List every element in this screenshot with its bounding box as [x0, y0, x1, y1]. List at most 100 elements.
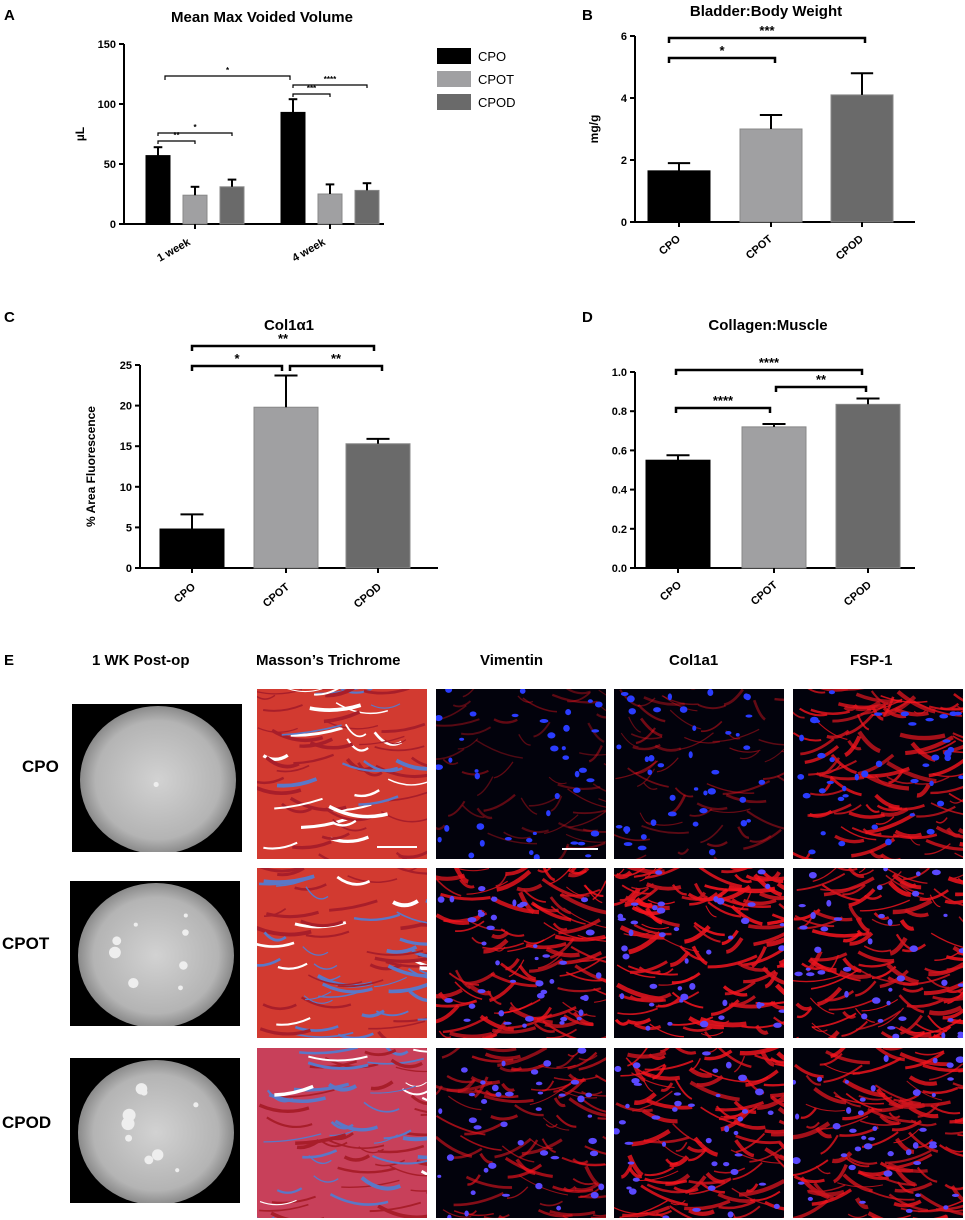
bar-cpo-1-week [145, 155, 171, 225]
bar-cpod [345, 443, 411, 569]
row-label-cpot: CPOT [2, 934, 50, 953]
chart-mean-max-voided-volume: Mean Max Voided Volume 0 50 100 150 µL 1 week 4… [73, 9, 516, 265]
sig-bracket-cpo-cpot-label: * [719, 43, 725, 58]
sig-bracket-cpo-cpot-label: * [234, 351, 240, 366]
legend-swatch-cpo [437, 48, 471, 64]
vimentin-micrograph-cpo [436, 689, 606, 859]
y-tick-label: 10 [120, 482, 132, 494]
y-tick-label: 0 [621, 217, 627, 229]
y-axis-label: mg/g [587, 115, 601, 144]
bar-cpod-1-week [219, 186, 245, 225]
sig-bracket-cpo-cpod-label: **** [759, 355, 780, 370]
x-tick-label: CPO [172, 581, 198, 606]
bar-cpo [159, 528, 225, 569]
y-tick-label: 2 [621, 155, 627, 167]
sig-bracket-1w-cpo-cpod-label: * [193, 123, 197, 132]
x-tick-label: CPOT [261, 581, 292, 610]
x-tick-label: CPOT [749, 579, 780, 608]
x-tick-label: CPOD [842, 579, 874, 609]
row-label-cpod: CPOD [2, 1113, 52, 1132]
panel-letter-a: A [4, 7, 15, 24]
chart-collagen-muscle: Collagen:Muscle 0.0 0.2 0.4 0.6 0.8 1.0 CPO CPOT… [612, 317, 915, 609]
panel-letter-e: E [4, 652, 15, 669]
trichrome-micrograph-cpod [257, 1048, 427, 1218]
y-axis-label: % Area Fluorescence [84, 406, 98, 527]
panel-letter-c: C [4, 309, 15, 326]
sig-bracket-4w-cpo-cpod-label: **** [324, 75, 337, 84]
y-tick-label: 20 [120, 401, 132, 413]
trichrome-micrograph-cpo [257, 689, 427, 859]
x-tick-label: CPOD [352, 581, 384, 611]
row-label-cpo: CPO [22, 757, 59, 776]
figure-annotations: A B C D [4, 7, 593, 326]
sig-bracket-cpo-cpod-label: ** [278, 331, 289, 346]
sig-bracket-1w-cpo-cpod [157, 132, 233, 136]
y-tick-label: 1.0 [612, 367, 627, 379]
header-massons-trichrome: Masson’s Trichrome [256, 652, 401, 669]
sig-bracket-cpo-1w-4w-label: * [226, 66, 230, 75]
sig-bracket-cpo-cpod-label: *** [759, 23, 775, 38]
fsp1-micrograph-cpod [793, 1048, 963, 1218]
panel-letter-b: B [582, 7, 593, 24]
y-tick-label: 50 [104, 159, 116, 171]
legend-label-cpod: CPOD [478, 95, 516, 110]
y-tick-label: 5 [126, 522, 132, 534]
y-tick-label: 25 [120, 360, 132, 372]
y-tick-label: 15 [120, 441, 132, 453]
y-tick-label: 150 [98, 39, 116, 51]
legend-swatch-cpot [437, 71, 471, 87]
col1a1-micrograph-cpod [614, 1048, 784, 1218]
bladder-photo-cpo [72, 704, 242, 852]
y-tick-label: 0.8 [612, 406, 627, 418]
bar-cpo-4-week [280, 111, 306, 225]
header-fsp1: FSP-1 [850, 652, 893, 669]
bar-cpo [647, 170, 711, 223]
sig-bracket-cpo-cpot-label: **** [713, 393, 734, 408]
x-tick-label: CPOT [744, 233, 775, 262]
chart-title: Collagen:Muscle [708, 317, 827, 334]
x-tick-label: CPOD [834, 233, 866, 263]
sig-bracket-4w-cpo-cpot-label: *** [307, 84, 317, 93]
vimentin-micrograph-cpot [436, 868, 606, 1038]
y-tick-label: 0.0 [612, 563, 627, 575]
y-tick-label: 0 [110, 219, 116, 231]
x-tick-label: 4 week [290, 236, 328, 265]
bar-cpot-4-week [317, 193, 343, 225]
sig-bracket-1w-cpo-cpot [157, 140, 196, 144]
x-tick-label: 1 week [155, 236, 193, 265]
bar-cpod-4-week [354, 189, 380, 225]
bladder-photo-cpot [70, 881, 240, 1026]
sig-bracket-cpot-cpod [774, 385, 868, 392]
chart-title: Bladder:Body Weight [690, 3, 842, 20]
chart-col1a1: Col1α1 0 5 10 15 20 25 % Area Fluorescence CPO CP… [84, 317, 438, 611]
bar-cpod [830, 94, 894, 223]
legend-swatch-cpod [437, 94, 471, 110]
sig-bracket-cpot-cpod-label: ** [331, 351, 342, 366]
bar-cpo [645, 459, 711, 569]
panel-letter-d: D [582, 309, 593, 326]
sig-bracket-4w-cpo-cpod [292, 84, 368, 88]
sig-bracket-cpo-cpod [667, 36, 867, 43]
y-tick-label: 0.6 [612, 445, 627, 457]
col1a1-micrograph-cpo [614, 689, 784, 859]
legend-label-cpot: CPOT [478, 72, 514, 87]
col1a1-micrograph-cpot [614, 868, 784, 1038]
sig-bracket-4w-cpo-cpot [292, 93, 331, 97]
header-post-op: 1 WK Post-op [92, 652, 190, 669]
bar-cpot [739, 128, 803, 223]
y-tick-label: 4 [621, 93, 628, 105]
y-tick-label: 6 [621, 31, 627, 43]
bar-cpot [253, 406, 319, 569]
y-tick-label: 0 [126, 563, 132, 575]
header-col1a1: Col1a1 [669, 652, 719, 669]
vimentin-micrograph-cpod [436, 1048, 606, 1218]
sig-bracket-cpo-cpot [190, 364, 284, 371]
y-tick-label: 0.2 [612, 524, 627, 536]
sig-bracket-cpot-cpod [288, 364, 384, 371]
sig-bracket-cpot-cpod-label: ** [816, 372, 827, 387]
chart-title: Col1α1 [264, 317, 314, 334]
x-tick-label: CPO [657, 233, 683, 258]
bar-cpod [835, 403, 901, 569]
header-vimentin: Vimentin [480, 652, 544, 669]
